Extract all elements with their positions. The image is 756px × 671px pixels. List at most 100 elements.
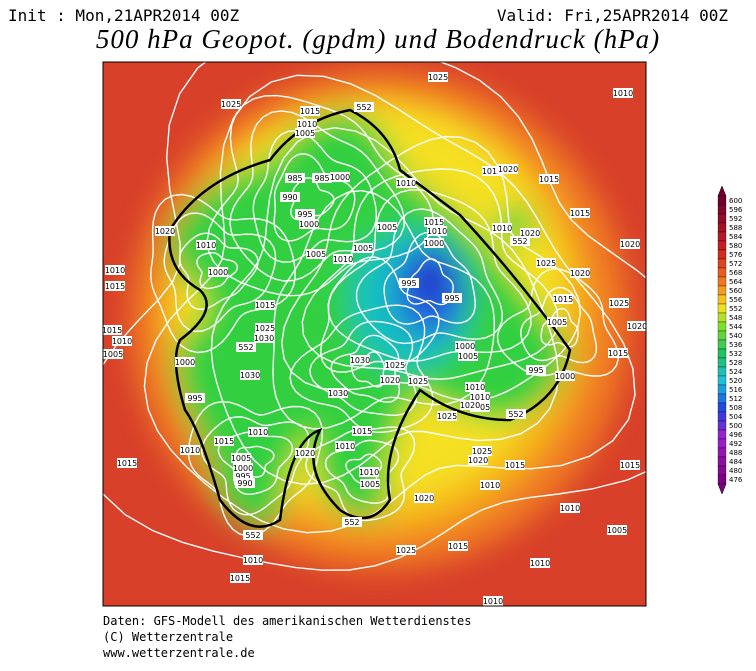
colorbar-label: 476 xyxy=(729,476,743,484)
isobar-label-bg xyxy=(306,249,326,259)
isobar-label: 1020 xyxy=(498,165,518,174)
colorbar-label: 560 xyxy=(729,287,742,295)
colorbar-label: 532 xyxy=(729,350,742,358)
isobar-label: 1010 xyxy=(105,266,125,275)
isobar-label-bg xyxy=(233,463,253,473)
isobar-label-bg xyxy=(458,351,478,361)
isobar-label: 1025 xyxy=(437,412,457,421)
isobar-label: 1005 xyxy=(231,454,251,463)
isobar-label: 1015 xyxy=(608,349,628,358)
isobar-label: 1025 xyxy=(396,546,416,555)
isobar-label: 1030 xyxy=(240,371,260,380)
isobar-label-bg xyxy=(609,298,629,308)
isobar-label: 1015 xyxy=(352,427,372,436)
isobar-label-bg xyxy=(180,445,200,455)
colorbar-label: 552 xyxy=(729,305,742,313)
isobar-label: 1005 xyxy=(306,250,326,259)
isobar-label: 1010 xyxy=(333,255,353,264)
isobar-label-bg xyxy=(520,228,540,238)
isobar-label-bg xyxy=(547,317,567,327)
isobar xyxy=(272,189,496,430)
init-time: Init : Mon,21APR2014 00Z xyxy=(8,6,240,25)
colorbar-cell xyxy=(717,429,727,440)
isobar xyxy=(355,208,504,345)
isobar-label-bg xyxy=(492,223,512,233)
isobar-label: 1010 xyxy=(248,428,268,437)
isobar-label: 1005 xyxy=(103,350,123,359)
isobar-label-bg xyxy=(377,222,397,232)
isobar-label-bg xyxy=(112,336,132,346)
colorbar-label: 504 xyxy=(729,413,743,421)
isobar-label-bg xyxy=(560,503,580,513)
isobar-label: 1020 xyxy=(380,376,400,385)
isobar-label: 1010 xyxy=(530,559,550,568)
isobar-label: 1015 xyxy=(570,209,590,218)
isobar-label: 1010 xyxy=(243,556,263,565)
isobar-label: 1025 xyxy=(385,361,405,370)
isobar-label-bg xyxy=(235,478,255,488)
colorbar-cell xyxy=(717,384,727,395)
isobar xyxy=(150,193,296,354)
footer-line: Daten: GFS-Modell des amerikanischen Wet… xyxy=(103,614,472,628)
isobar-label-bg xyxy=(408,376,428,386)
colorbar-label: 480 xyxy=(729,467,742,475)
isobar-label-bg xyxy=(328,388,348,398)
colorbar-cell xyxy=(717,258,727,269)
isobar-label: 1015 xyxy=(482,167,502,176)
isobar-label: 990 xyxy=(282,193,297,202)
footer-line: (C) Wetterzentrale xyxy=(103,630,234,644)
isobar-label-bg xyxy=(350,355,370,365)
isobar-label-bg xyxy=(295,448,315,458)
isobar-label-bg xyxy=(553,294,573,304)
isobar-label-bg xyxy=(117,458,137,468)
isobar-label: 1030 xyxy=(328,389,348,398)
isobar-label: 1015 xyxy=(505,461,525,470)
colorbar-label: 596 xyxy=(729,206,743,214)
colorbar-cell xyxy=(717,366,727,377)
isobar-label-bg xyxy=(295,209,315,219)
colorbar-cell xyxy=(717,240,727,251)
isobar-label: 1020 xyxy=(468,456,488,465)
isobar-label: 1010 xyxy=(335,442,355,451)
isobar-label-bg xyxy=(295,128,315,138)
isobar-label: 1025 xyxy=(428,73,448,82)
isobar-label: 1015 xyxy=(255,301,275,310)
isobar-label-bg xyxy=(483,596,503,606)
isobar-label-bg xyxy=(360,479,380,489)
isobar-label: 1010 xyxy=(112,337,132,346)
isobar-label-bg xyxy=(428,72,448,82)
colorbar-label: 508 xyxy=(729,404,742,412)
isobar-label-bg xyxy=(448,541,468,551)
isobar-label-bg xyxy=(530,558,550,568)
isobar-label-bg xyxy=(103,349,123,359)
isobar-label-bg xyxy=(330,172,350,182)
colorbar-cell xyxy=(717,375,727,386)
isobar-label-bg xyxy=(255,323,275,333)
colorbar-label: 556 xyxy=(729,296,743,304)
isobar-label-bg xyxy=(105,281,125,291)
isobar-label: 1010 xyxy=(613,89,633,98)
colorbar-label: 536 xyxy=(729,341,743,349)
colorbar-label: 588 xyxy=(729,224,742,232)
colorbar-cell xyxy=(717,231,727,242)
isobar-label: 995 xyxy=(528,366,543,375)
isobar-label-bg xyxy=(470,392,490,402)
colorbar-cell xyxy=(717,447,727,458)
isobar xyxy=(200,416,310,516)
isobar-label: 1020 xyxy=(627,322,647,331)
isobar-label-bg xyxy=(468,455,488,465)
isobar-label: 995 xyxy=(444,294,459,303)
colorbar-cell xyxy=(717,339,727,350)
contour-552 xyxy=(168,108,572,528)
colorbar-cell xyxy=(717,456,727,467)
colorbar-cell xyxy=(717,249,727,260)
isobar-label-bg xyxy=(424,238,444,248)
isobar-label: 1005 xyxy=(377,223,397,232)
isobar-label: 1020 xyxy=(520,229,540,238)
isobar-label-bg xyxy=(230,573,250,583)
isobar-label-bg xyxy=(570,268,590,278)
isobar-label-bg xyxy=(620,239,640,249)
isobar-label-bg xyxy=(285,173,305,183)
isobar-label: 1010 xyxy=(297,120,317,129)
